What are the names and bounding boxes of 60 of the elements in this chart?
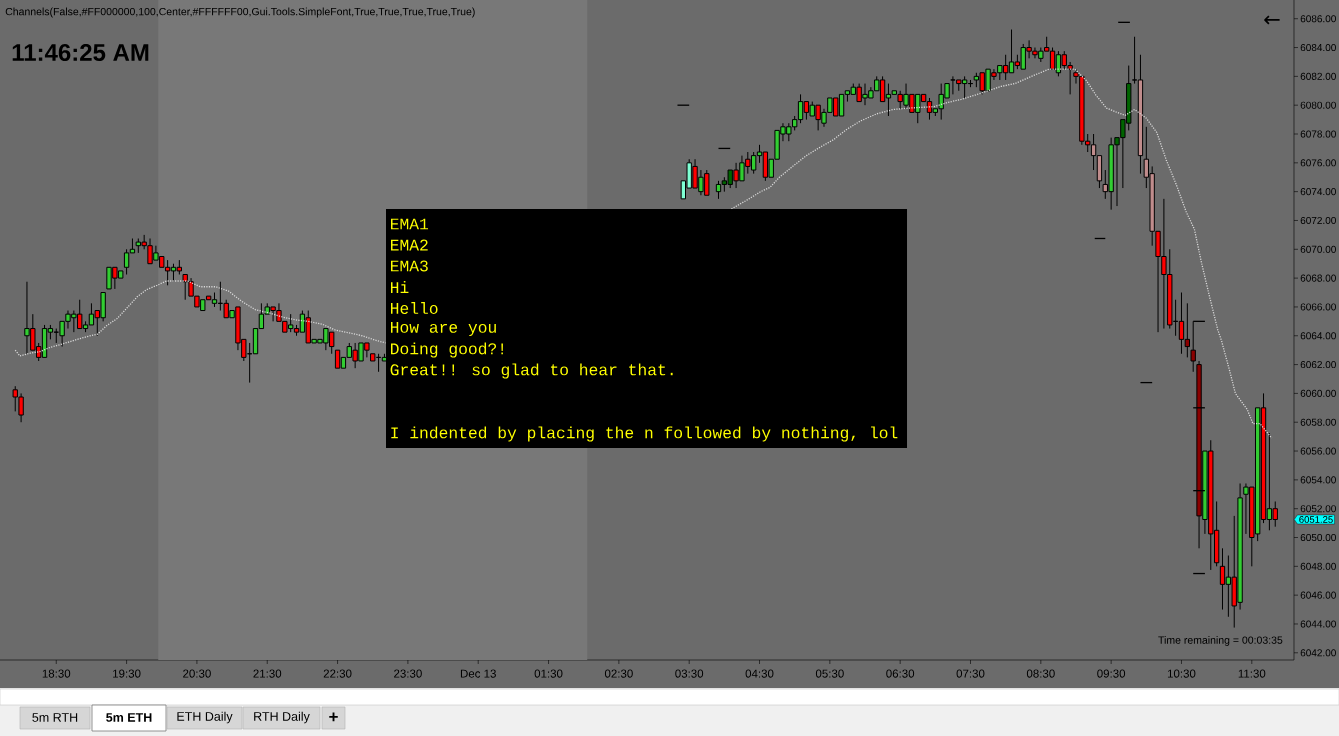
x-tick-label: 05:30 (815, 669, 844, 678)
y-tick-label: 6082.00 (1300, 72, 1336, 80)
y-tick-label: 6068.00 (1300, 274, 1336, 282)
y-tick-label: 6046.00 (1300, 591, 1336, 599)
x-tick-label: 11:30 (1238, 669, 1266, 678)
x-tick-label: 10:30 (1167, 669, 1196, 678)
text: 5m ETH (106, 713, 152, 722)
y-tick-label: 6056.00 (1300, 447, 1336, 455)
x-tick-label: 01:30 (534, 669, 563, 678)
x-tick-label: 19:30 (113, 669, 141, 678)
x-tick-label: 08:30 (1026, 669, 1055, 678)
x-tick-label: 04:30 (745, 669, 774, 678)
y-tick-label: 6076.00 (1300, 159, 1336, 167)
y-tick-label: 6074.00 (1300, 188, 1336, 196)
y-tick-label: 6052.00 (1300, 505, 1336, 513)
text: 6051.25 (1299, 516, 1333, 523)
x-tick-label: 22:30 (323, 669, 352, 678)
y-tick-label: 6058.00 (1300, 418, 1336, 426)
annotation: Doing good?! (391, 342, 503, 358)
x-tick-label: 21:30 (253, 669, 282, 678)
x-tick-label: 06:30 (886, 669, 915, 678)
y-tick-label: 6048.00 (1300, 562, 1336, 570)
y-tick-label: 6086.00 (1300, 15, 1336, 23)
y-tick-label: 6064.00 (1300, 332, 1336, 340)
x-tick-label: 09:30 (1097, 669, 1126, 678)
annotation: Time remaining = 00:03:35 (1158, 636, 1283, 646)
annotation: Hello (391, 302, 438, 314)
text: RTH Daily (254, 711, 310, 724)
y-tick-label: 6066.00 (1300, 303, 1336, 311)
annotation: EMA1 (391, 218, 429, 230)
annotation: EMA3 (391, 260, 428, 272)
y-tick-label: 6072.00 (1300, 216, 1336, 225)
annotation: Channels(False,#FF000000,100,Center,#FFFFFF00,Gui.Tools.SimpleFont,True,True,True,True,True) (5, 7, 475, 18)
annotation: ← (1264, 15, 1280, 25)
x-tick-label: 07:30 (956, 669, 985, 678)
text: ETH Daily (177, 711, 233, 724)
y-tick-label: 6080.00 (1300, 101, 1336, 109)
x-tick-label: 18:30 (42, 669, 71, 678)
annotation: How are you (391, 321, 496, 337)
y-tick-label: 6062.00 (1300, 361, 1336, 369)
text: 5m RTH (32, 713, 78, 722)
y-tick-label: 6070.00 (1300, 245, 1336, 253)
y-tick-label: 6084.00 (1300, 44, 1336, 52)
y-tick-label: 6060.00 (1300, 389, 1336, 397)
annotation: EMA2 (391, 239, 428, 251)
annotation: 11:46:25 AM (12, 43, 149, 61)
x-tick-label: 20:30 (183, 669, 211, 678)
y-tick-label: 6044.00 (1300, 620, 1336, 628)
annotation: I indented by placing the n followed by nothing, lol (391, 426, 898, 442)
x-tick-label: 23:30 (394, 669, 422, 678)
y-tick-label: 6078.00 (1300, 130, 1336, 138)
x-tick-label: 02:30 (604, 669, 633, 678)
annotation: Hi (391, 281, 409, 293)
y-tick-label: 6050.00 (1300, 533, 1336, 542)
x-tick-label: 03:30 (675, 669, 704, 678)
annotation: Great!! so glad to hear that. (390, 363, 673, 379)
y-tick-label: 6042.00 (1300, 649, 1336, 657)
x-tick-label: Dec 13 (460, 669, 496, 678)
y-tick-label: 6054.00 (1300, 476, 1336, 484)
text: + (329, 712, 338, 722)
